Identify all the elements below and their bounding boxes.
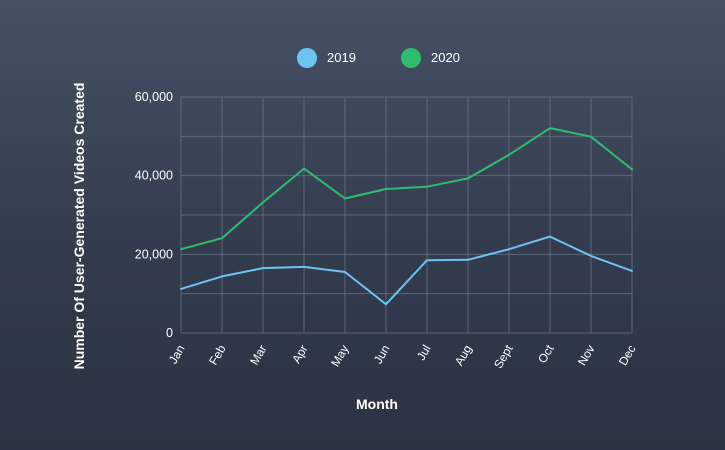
data-point-2020 xyxy=(466,176,470,180)
legend-label-2020: 2020 xyxy=(431,50,460,65)
x-tick-label: Aug xyxy=(452,343,475,368)
data-point-2020 xyxy=(302,167,306,171)
y-tick-label: 20,000 xyxy=(135,247,173,261)
data-point-2020 xyxy=(507,153,511,157)
data-point-2020 xyxy=(425,185,429,189)
y-axis-ticks: 0 20,000 40,000 60,000 xyxy=(135,90,173,340)
x-tick-label: Jun xyxy=(371,343,393,367)
data-point-2020 xyxy=(589,135,593,139)
data-point-2019 xyxy=(630,269,634,273)
data-point-2020 xyxy=(179,247,183,251)
x-tick-label: Mar xyxy=(247,343,269,368)
legend-label-2019: 2019 xyxy=(327,50,356,65)
data-point-2020 xyxy=(343,196,347,200)
x-tick-label: Feb xyxy=(206,342,229,367)
series-line-2019 xyxy=(180,235,633,306)
x-tick-label: Jan xyxy=(166,343,188,367)
x-tick-label: Sept xyxy=(491,342,516,371)
data-point-2019 xyxy=(589,254,593,258)
legend: 2019 2020 xyxy=(297,48,460,68)
x-tick-label: May xyxy=(328,343,351,370)
x-axis-title: Month xyxy=(356,396,398,412)
data-point-2019 xyxy=(302,265,306,269)
data-point-2020 xyxy=(548,126,552,130)
x-tick-label: Nov xyxy=(575,343,598,368)
y-tick-label: 40,000 xyxy=(135,169,173,183)
data-point-2019 xyxy=(261,266,265,270)
data-point-2020 xyxy=(261,200,265,204)
data-point-2019 xyxy=(343,270,347,274)
data-point-2020 xyxy=(384,187,388,191)
data-point-2019 xyxy=(507,247,511,251)
data-point-2019 xyxy=(425,258,429,262)
legend-marker-2019 xyxy=(297,48,317,68)
grid xyxy=(180,96,633,334)
data-point-2020 xyxy=(630,167,634,171)
y-tick-label: 0 xyxy=(166,326,173,340)
data-point-2020 xyxy=(220,236,224,240)
x-axis-ticks: Jan Feb Mar Apr May Jun Jul Aug Sept Oct Nov Dec xyxy=(166,342,639,371)
data-point-2019 xyxy=(466,258,470,262)
data-point-2019 xyxy=(548,235,552,239)
series-lines xyxy=(179,126,634,306)
x-tick-label: Apr xyxy=(289,343,310,366)
x-tick-label: Oct xyxy=(535,342,557,366)
x-tick-label: Jul xyxy=(414,343,434,363)
data-point-2019 xyxy=(384,302,388,306)
data-point-2019 xyxy=(220,274,224,278)
data-point-2019 xyxy=(179,287,183,291)
series-line-2020 xyxy=(180,127,633,251)
x-tick-label: Dec xyxy=(616,343,639,368)
y-axis-title: Number Of User-Generated Videos Created xyxy=(71,83,87,370)
legend-marker-2020 xyxy=(401,48,421,68)
y-tick-label: 60,000 xyxy=(135,90,173,104)
